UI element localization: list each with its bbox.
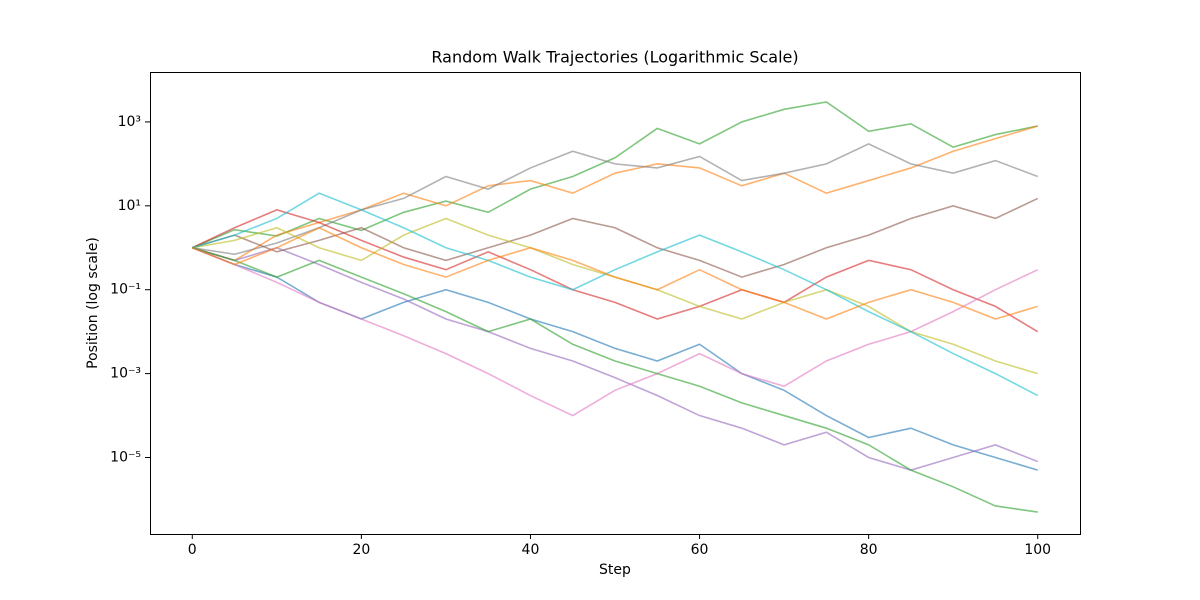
- y-tick-label: 10⁻⁵: [110, 449, 141, 465]
- walk-line: [192, 142, 1039, 256]
- x-tick-label: 0: [188, 542, 197, 558]
- y-tick-label: 10⁻³: [110, 366, 141, 382]
- y-tick-label: 10¹: [118, 198, 141, 214]
- x-axis-label: Step: [599, 562, 631, 578]
- plot-area: [191, 101, 1039, 513]
- x-tick-label: 80: [860, 542, 878, 558]
- y-axis-label: Position (log scale): [85, 237, 101, 369]
- x-tick-label: 60: [691, 542, 709, 558]
- walk-line: [192, 246, 1039, 471]
- axes-frame: [150, 72, 1081, 535]
- y-tick-label: 10³: [118, 114, 141, 130]
- walk-line: [192, 125, 1038, 262]
- walk-line: [192, 197, 1039, 278]
- walk-line: [192, 192, 1039, 397]
- x-tick-label: 100: [1024, 542, 1051, 558]
- walk-line: [192, 247, 1038, 513]
- walk-line: [191, 226, 1038, 320]
- x-tick-label: 20: [352, 542, 370, 558]
- walk-line: [191, 247, 1039, 417]
- x-tick-label: 40: [522, 542, 540, 558]
- y-tick-label: 10⁻¹: [110, 282, 141, 298]
- walk-line: [191, 209, 1039, 333]
- chart-title: Random Walk Trajectories (Logarithmic Sc…: [431, 48, 798, 67]
